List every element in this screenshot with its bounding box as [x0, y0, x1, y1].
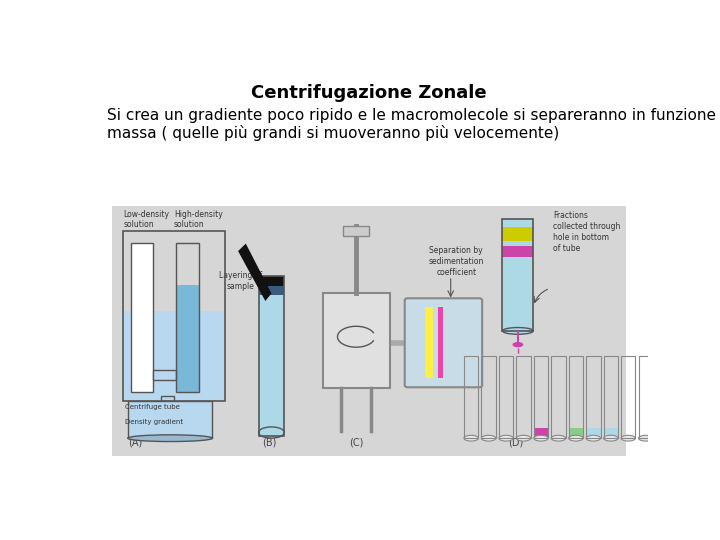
Bar	[258, 295, 284, 429]
Text: (A): (A)	[128, 438, 143, 448]
Text: (B): (B)	[261, 438, 276, 448]
Text: Centrifugazione Zonale: Centrifugazione Zonale	[251, 84, 487, 102]
Bar	[482, 356, 496, 438]
Ellipse shape	[569, 435, 583, 441]
Bar	[131, 243, 153, 392]
Ellipse shape	[552, 435, 566, 441]
Bar	[503, 219, 534, 331]
Bar	[122, 231, 225, 401]
Bar	[586, 356, 600, 438]
Text: Rotor: Rotor	[345, 363, 367, 372]
Bar	[534, 428, 548, 438]
Bar	[258, 276, 284, 436]
Bar	[323, 293, 390, 388]
Text: Centrifuge tube: Centrifuge tube	[125, 404, 180, 410]
Ellipse shape	[516, 435, 531, 441]
Ellipse shape	[482, 435, 496, 441]
Text: Low-density
solution: Low-density solution	[124, 210, 170, 229]
Ellipse shape	[499, 435, 513, 441]
Ellipse shape	[586, 435, 600, 441]
Bar	[127, 401, 212, 438]
Bar	[258, 276, 284, 286]
Text: High-density
solution: High-density solution	[174, 210, 222, 229]
Bar	[503, 246, 534, 257]
Bar	[552, 356, 566, 438]
Bar	[503, 219, 534, 331]
Bar	[503, 226, 534, 241]
Bar	[161, 396, 174, 401]
Text: Density gradient: Density gradient	[125, 419, 183, 425]
Bar	[499, 356, 513, 438]
Ellipse shape	[258, 427, 284, 438]
Ellipse shape	[534, 435, 548, 441]
Ellipse shape	[603, 435, 618, 441]
Polygon shape	[238, 244, 271, 301]
Bar	[176, 243, 199, 392]
Bar	[438, 307, 444, 379]
FancyBboxPatch shape	[405, 298, 482, 387]
Bar	[426, 307, 433, 379]
Ellipse shape	[464, 435, 478, 441]
Bar	[176, 285, 199, 392]
Ellipse shape	[127, 435, 212, 442]
Bar	[516, 356, 531, 438]
Ellipse shape	[503, 328, 534, 334]
Ellipse shape	[639, 435, 653, 441]
Text: Layering of
sample: Layering of sample	[219, 271, 262, 291]
Text: (C): (C)	[349, 438, 364, 448]
Ellipse shape	[513, 342, 523, 347]
Bar	[569, 356, 583, 438]
Text: massa ( quelle più grandi si muoveranno più velocemente): massa ( quelle più grandi si muoveranno …	[107, 125, 559, 141]
Bar	[639, 356, 653, 438]
Bar	[343, 226, 369, 236]
Bar	[258, 286, 284, 295]
Bar	[603, 428, 618, 438]
Text: Fractions
collected through
hole in bottom
of tube: Fractions collected through hole in bott…	[553, 211, 620, 253]
Bar	[125, 311, 224, 400]
Text: Separation by
sedimentation
coefficient: Separation by sedimentation coefficient	[428, 246, 484, 277]
Bar	[464, 356, 478, 438]
Text: Si crea un gradiente poco ripido e le macromolecole si separeranno in funzione d: Si crea un gradiente poco ripido e le ma…	[107, 109, 720, 124]
Bar	[603, 356, 618, 438]
Ellipse shape	[621, 435, 636, 441]
Bar	[534, 356, 548, 438]
Bar	[621, 356, 636, 438]
Bar	[586, 428, 600, 438]
Text: (D): (D)	[508, 438, 523, 448]
Bar	[112, 206, 626, 456]
Bar	[153, 370, 176, 380]
Bar	[569, 428, 583, 438]
